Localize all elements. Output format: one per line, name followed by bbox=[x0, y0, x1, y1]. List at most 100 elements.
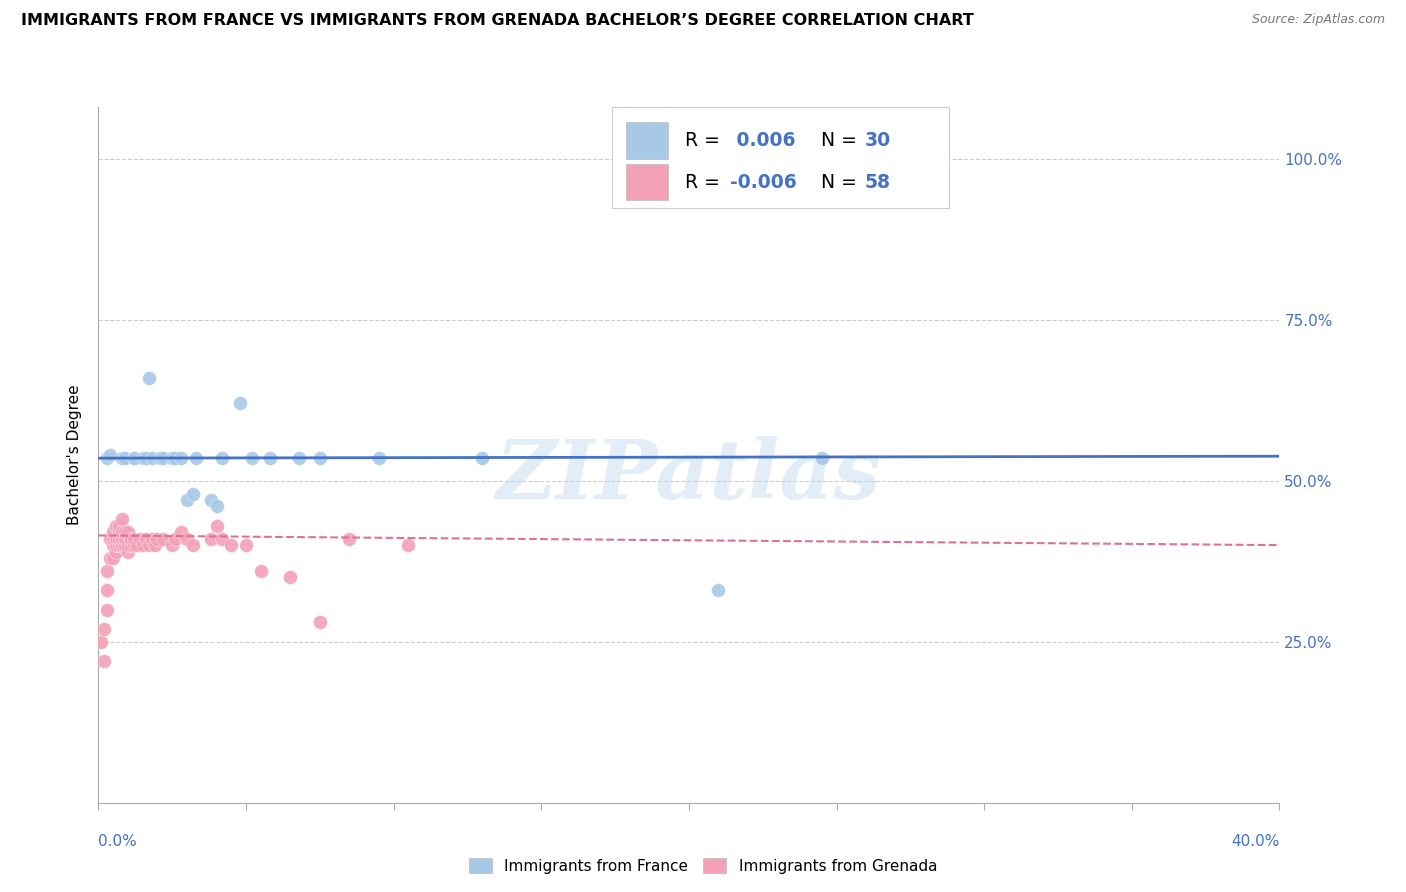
Point bbox=[103, 532, 125, 546]
Point bbox=[396, 538, 419, 552]
FancyBboxPatch shape bbox=[612, 107, 949, 208]
Text: 0.006: 0.006 bbox=[730, 131, 796, 150]
Point bbox=[170, 525, 193, 540]
Point bbox=[132, 538, 155, 552]
Point bbox=[103, 551, 125, 566]
Point bbox=[259, 451, 281, 466]
Point bbox=[229, 396, 252, 410]
Point bbox=[122, 538, 145, 552]
Point bbox=[98, 532, 121, 546]
Point bbox=[250, 564, 273, 578]
Point bbox=[111, 538, 134, 552]
Point bbox=[105, 544, 128, 558]
Point bbox=[111, 512, 134, 526]
Point bbox=[278, 570, 302, 584]
Point bbox=[108, 532, 131, 546]
Point bbox=[96, 583, 118, 598]
Text: R =: R = bbox=[685, 131, 727, 150]
Point bbox=[309, 615, 332, 630]
Point bbox=[122, 532, 145, 546]
Point bbox=[111, 532, 134, 546]
Point bbox=[128, 532, 150, 546]
Text: ZIPatlas: ZIPatlas bbox=[496, 436, 882, 516]
Point bbox=[810, 451, 832, 466]
Point bbox=[111, 525, 134, 540]
Point bbox=[181, 486, 204, 500]
Point bbox=[152, 451, 174, 466]
Point bbox=[235, 538, 257, 552]
Text: 0.0%: 0.0% bbox=[98, 834, 138, 849]
Text: 40.0%: 40.0% bbox=[1232, 834, 1279, 849]
Point bbox=[471, 451, 494, 466]
Point bbox=[108, 538, 131, 552]
Point bbox=[108, 518, 131, 533]
Point bbox=[90, 634, 112, 648]
Point bbox=[103, 538, 125, 552]
Text: N =: N = bbox=[810, 173, 863, 192]
Point bbox=[105, 518, 128, 533]
Point bbox=[165, 451, 187, 466]
Point bbox=[219, 538, 242, 552]
Legend: Immigrants from France, Immigrants from Grenada: Immigrants from France, Immigrants from … bbox=[463, 852, 943, 880]
Point bbox=[138, 538, 160, 552]
Point bbox=[141, 532, 163, 546]
Point bbox=[211, 451, 233, 466]
Point bbox=[96, 451, 118, 466]
Point bbox=[105, 538, 128, 552]
Point bbox=[135, 451, 157, 466]
Text: -0.006: -0.006 bbox=[730, 173, 797, 192]
Point bbox=[103, 525, 125, 540]
Point bbox=[205, 500, 228, 514]
Point bbox=[114, 451, 136, 466]
Point bbox=[162, 451, 183, 466]
Point bbox=[162, 538, 183, 552]
Point bbox=[288, 451, 311, 466]
Point bbox=[165, 532, 187, 546]
Text: 30: 30 bbox=[865, 131, 891, 150]
Point bbox=[200, 493, 222, 508]
Point bbox=[93, 654, 115, 668]
Point bbox=[240, 451, 263, 466]
Point bbox=[309, 451, 332, 466]
Text: N =: N = bbox=[810, 131, 863, 150]
Y-axis label: Bachelor's Degree: Bachelor's Degree bbox=[67, 384, 83, 525]
Point bbox=[184, 451, 207, 466]
Point bbox=[98, 551, 121, 566]
Text: Source: ZipAtlas.com: Source: ZipAtlas.com bbox=[1251, 13, 1385, 27]
FancyBboxPatch shape bbox=[626, 164, 668, 201]
Point bbox=[176, 493, 198, 508]
Point bbox=[125, 538, 148, 552]
Point bbox=[114, 525, 136, 540]
Point bbox=[707, 583, 730, 598]
Point bbox=[114, 532, 136, 546]
Point bbox=[122, 451, 145, 466]
Text: IMMIGRANTS FROM FRANCE VS IMMIGRANTS FROM GRENADA BACHELOR’S DEGREE CORRELATION : IMMIGRANTS FROM FRANCE VS IMMIGRANTS FRO… bbox=[21, 13, 974, 29]
Point bbox=[117, 538, 139, 552]
Point bbox=[146, 532, 169, 546]
Point bbox=[120, 538, 142, 552]
Point bbox=[117, 544, 139, 558]
Point bbox=[98, 448, 121, 462]
FancyBboxPatch shape bbox=[626, 122, 668, 159]
Point bbox=[143, 538, 166, 552]
Point bbox=[96, 564, 118, 578]
Point bbox=[122, 451, 145, 466]
Point bbox=[152, 532, 174, 546]
Point bbox=[108, 525, 131, 540]
Point bbox=[368, 451, 391, 466]
Point bbox=[114, 538, 136, 552]
Point bbox=[211, 532, 233, 546]
Point bbox=[105, 532, 128, 546]
Point bbox=[93, 622, 115, 636]
Point bbox=[141, 451, 163, 466]
Point bbox=[339, 532, 360, 546]
Point bbox=[170, 451, 193, 466]
Point bbox=[117, 525, 139, 540]
Point bbox=[138, 370, 160, 384]
Point bbox=[205, 518, 228, 533]
Point bbox=[149, 451, 172, 466]
Point bbox=[181, 538, 204, 552]
Text: 58: 58 bbox=[865, 173, 891, 192]
Text: R =: R = bbox=[685, 173, 727, 192]
Point bbox=[111, 451, 134, 466]
